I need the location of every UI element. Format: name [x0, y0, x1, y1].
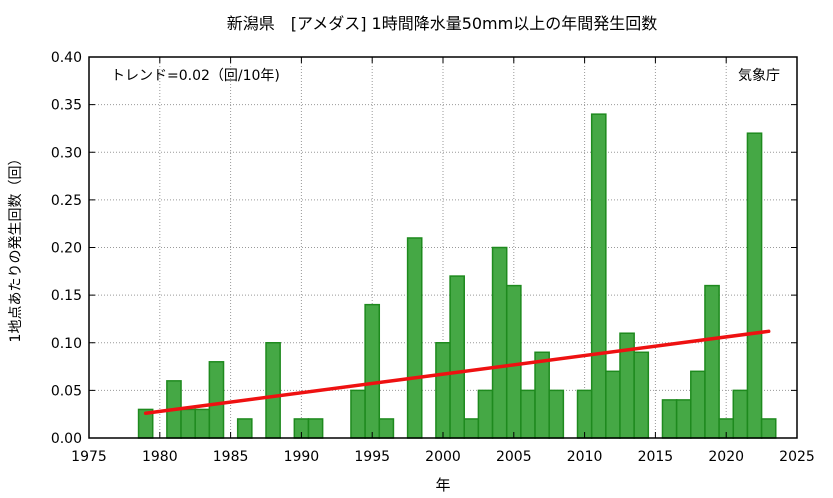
- bar-1994: [350, 389, 366, 439]
- x-tick-label: 2020: [708, 449, 744, 465]
- source-label: 気象庁: [738, 68, 780, 84]
- x-tick-label: 1980: [142, 449, 178, 465]
- bar-1986: [236, 418, 253, 439]
- bar-1983: [194, 408, 211, 439]
- x-tick-label: 2005: [496, 449, 532, 465]
- y-tick-label: 0.10: [51, 336, 82, 352]
- y-tick-marks: [89, 56, 797, 439]
- x-tick-label: 2015: [638, 449, 674, 465]
- y-tick-label: 0.15: [51, 288, 82, 304]
- bar-2022: [746, 132, 763, 439]
- y-tick-label: 0.30: [51, 145, 82, 161]
- bar-2016: [661, 399, 678, 439]
- bar-2000: [435, 342, 451, 439]
- grid-lines: [89, 57, 797, 438]
- bar-2006: [520, 389, 536, 439]
- bar-2014: [633, 351, 650, 439]
- bar-2001: [449, 275, 465, 439]
- bar-2004: [491, 246, 508, 439]
- x-tick-marks: [88, 57, 798, 438]
- bar-2003: [477, 389, 494, 439]
- chart-title: 新潟県 [アメダス] 1時間降水量50mm以上の年間発生回数: [227, 14, 657, 33]
- bar-1996: [378, 418, 395, 439]
- trend-annotation: トレンド=0.02（回/10年): [111, 68, 280, 84]
- bar-2012: [605, 370, 621, 439]
- bar-2019: [704, 284, 720, 439]
- trend-line-group: [143, 329, 771, 415]
- bar-2002: [463, 418, 480, 439]
- y-tick-label: 0.40: [51, 50, 82, 66]
- y-tick-label: 0.00: [51, 431, 82, 447]
- x-tick-label: 2025: [779, 449, 815, 465]
- bar-2008: [548, 389, 565, 439]
- y-axis-label: 1地点あたりの発生回数（回）: [8, 152, 24, 343]
- bar-1995: [364, 303, 381, 439]
- bar-2021: [732, 389, 749, 439]
- bar-1991: [307, 418, 324, 439]
- bar-2017: [675, 399, 692, 439]
- bar-1984: [208, 361, 225, 439]
- x-tick-label: 2000: [425, 449, 461, 465]
- y-tick-label: 0.35: [51, 98, 82, 114]
- trend-line: [143, 329, 771, 415]
- x-tick-label: 1985: [213, 449, 249, 465]
- bar-1998: [406, 237, 423, 439]
- bar-2005: [505, 284, 522, 439]
- bar-2007: [534, 351, 550, 439]
- bar-2023: [760, 418, 777, 439]
- plot-area: [88, 56, 798, 439]
- x-tick-label: 1990: [284, 449, 320, 465]
- bar-1988: [265, 342, 281, 439]
- x-tick-label: 1995: [354, 449, 390, 465]
- x-tick-label: 2010: [567, 449, 603, 465]
- bar-1982: [180, 408, 196, 439]
- y-tick-label: 0.20: [51, 241, 82, 257]
- y-tick-label: 0.05: [51, 383, 82, 399]
- bar-2018: [690, 370, 706, 439]
- y-tick-label: 0.25: [51, 193, 82, 209]
- bar-2011: [590, 113, 607, 439]
- x-axis-label: 年: [435, 476, 450, 494]
- bar-2010: [576, 389, 593, 439]
- x-tick-label: 1975: [71, 449, 107, 465]
